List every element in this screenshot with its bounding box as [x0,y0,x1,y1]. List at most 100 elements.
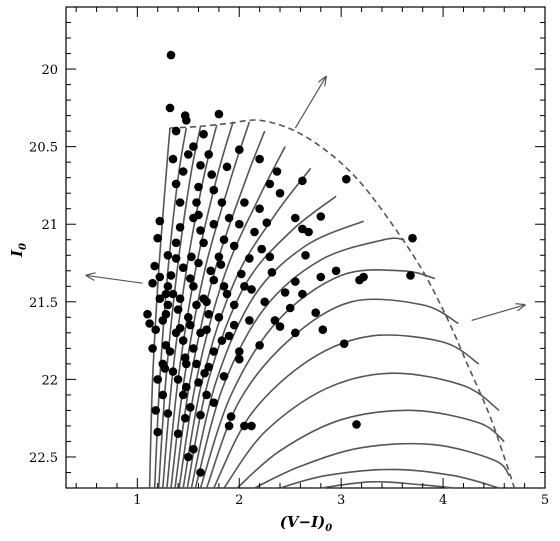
data-point [160,364,170,373]
data-point [352,420,361,429]
x-tick-label: 5 [541,493,549,508]
data-point [219,372,229,381]
plot-frame [65,6,546,489]
isochrone-curve-15 [213,334,480,489]
data-point [196,161,205,170]
data-point [171,126,181,136]
data-point [148,278,157,288]
data-point [199,129,208,139]
y-tick-label: 22 [41,373,58,388]
isochrone-curve-17 [236,409,505,489]
data-point [153,375,162,384]
data-point [222,289,232,299]
data-point [331,266,341,276]
data-point [194,182,203,192]
data-point [339,339,349,349]
data-point [229,300,239,310]
data-point [161,289,171,299]
data-point [311,308,321,318]
data-point [229,241,239,251]
data-point [275,188,285,198]
data-point [291,213,300,223]
data-point [165,347,175,356]
data-point [171,254,181,263]
data-point [318,325,328,335]
data-point [151,406,160,415]
data-point [355,275,364,285]
data-point [217,336,227,345]
data-point [184,150,193,159]
data-point [178,336,188,345]
isochrone-curve-16 [223,372,500,489]
data-point [184,452,193,462]
data-point [186,403,195,412]
isochrone-curve-12 [194,237,405,489]
data-point [298,176,307,186]
data-point [217,198,227,207]
x-tick-label: 2 [235,493,243,508]
data-point [316,212,326,221]
data-point [187,252,196,262]
y-tick-label: 21 [41,218,58,233]
data-point [265,179,275,189]
arrow-3 [471,305,525,322]
y-tick-label: 20.5 [29,141,58,156]
data-point [291,328,300,338]
data-point [214,313,224,322]
data-point [196,410,205,420]
data-point [155,216,165,226]
data-point [229,320,239,330]
data-point [224,421,234,431]
data-point [224,213,234,223]
data-point [204,362,213,372]
data-point [224,331,234,341]
data-point [255,204,264,213]
y-axis-title: I0 [8,243,29,258]
data-point [240,421,249,431]
isochrone-curve-3 [157,126,202,489]
data-point [161,341,171,350]
data-point [247,285,256,294]
data-point [270,316,280,325]
data-point [235,354,244,364]
data-point [173,305,183,314]
data-point [178,263,188,273]
data-point [214,252,224,262]
data-point [235,219,244,229]
data-point [255,154,264,164]
data-point [158,316,168,325]
data-point [265,252,275,262]
isochrone-curve-18 [254,442,510,489]
isochrone-curve-10 [186,195,337,489]
data-point [219,282,229,291]
y-tick-label: 21.5 [29,296,58,311]
axis-ticks: 1 2 3 4 5 20 20.5 21 21.5 22 22.5 [29,7,549,508]
data-point [245,316,254,325]
data-point [175,323,185,333]
data-point [199,238,208,248]
data-point [280,288,290,297]
data-point [199,294,208,304]
data-point [194,378,203,387]
data-point [240,282,249,291]
y-tick-label: 20 [41,63,58,78]
data-point [184,313,193,322]
data-point [173,375,183,384]
data-point [304,227,313,237]
arrow-2 [86,275,143,284]
data-point [192,198,201,207]
isochrone-curve-14 [205,298,459,489]
isochrone-curve-20 [320,480,454,489]
data-point [260,297,270,307]
y-tick-label: 22.5 [29,451,58,466]
data-point [240,198,249,207]
data-point [194,210,203,220]
data-point [247,421,256,431]
data-point [209,398,219,408]
data-point [298,289,307,299]
data-point [204,309,213,319]
isochrone-curve-11 [190,220,364,489]
data-point [206,266,215,276]
data-point [214,109,224,119]
